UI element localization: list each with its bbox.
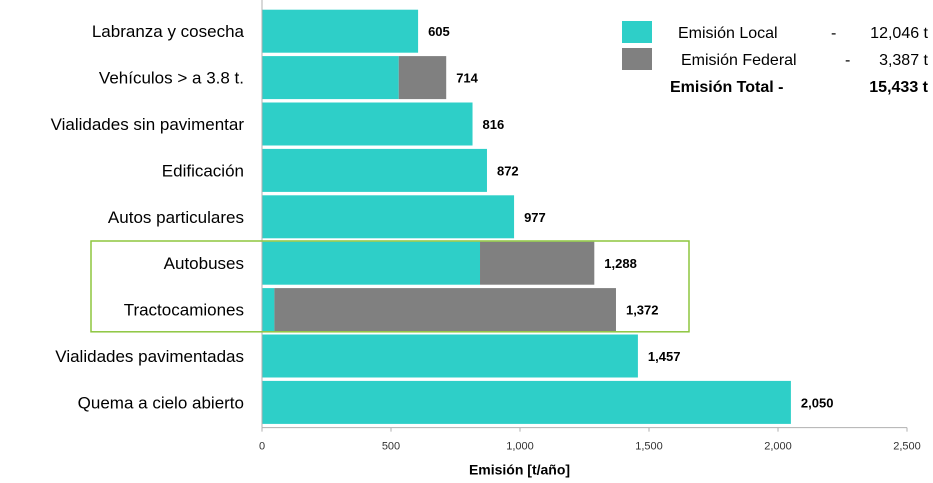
x-tick-label-3: 1,500 <box>635 441 663 453</box>
x-axis: 0 500 1,000 1,500 2,000 2,500 <box>259 0 921 453</box>
x-tick-label-1: 500 <box>382 441 400 453</box>
total-label-0: 605 <box>428 24 450 39</box>
legend-swatch-0 <box>622 21 652 43</box>
legend-sep-1: - <box>845 52 850 69</box>
legend-total-value: 15,433 t <box>869 79 928 96</box>
x-axis-label: Emisión [t/año] <box>469 462 570 478</box>
legend-swatch-1 <box>622 48 652 70</box>
category-label-7: Vialidades pavimentadas <box>55 347 244 366</box>
total-label-2: 816 <box>483 117 505 132</box>
x-tick-label-5: 2,500 <box>893 441 921 453</box>
bar-federal-6 <box>274 288 616 332</box>
legend-total-label: Emisión Total - <box>670 79 783 96</box>
legend-label-0: Emisión Local <box>678 25 778 42</box>
legend-label-1: Emisión Federal <box>681 52 797 69</box>
category-label-3: Edificación <box>162 161 244 180</box>
bar-local-6 <box>262 288 275 332</box>
highlight-box <box>90 240 690 333</box>
x-tick-label-4: 2,000 <box>764 441 792 453</box>
bar-local-0 <box>262 9 419 53</box>
category-label-2: Vialidades sin pavimentar <box>51 115 245 134</box>
legend: Emisión Local - 12,046 t Emisión Federal - 3,… <box>622 21 929 96</box>
category-label-0: Labranza y cosecha <box>92 22 245 41</box>
bar-local-7 <box>262 334 638 378</box>
category-label-5: Autobuses <box>164 254 244 273</box>
bar-local-1 <box>262 56 399 100</box>
total-labels: 605 714 816 872 977 1,288 1,372 1,457 2,050 <box>428 24 833 410</box>
bar-federal-1 <box>398 56 447 100</box>
total-label-6: 1,372 <box>626 303 659 318</box>
category-label-6: Tractocamiones <box>124 301 244 320</box>
x-tick-label-0: 0 <box>259 441 265 453</box>
bar-local-3 <box>262 148 487 192</box>
total-label-5: 1,288 <box>604 256 637 271</box>
bar-local-8 <box>262 380 791 424</box>
category-label-4: Autos particulares <box>108 208 244 227</box>
total-label-1: 714 <box>456 71 478 86</box>
total-label-8: 2,050 <box>801 395 834 410</box>
legend-value-1: 3,387 t <box>879 52 928 69</box>
bars-layer <box>262 9 791 424</box>
legend-sep-0: - <box>831 25 836 42</box>
bar-local-4 <box>262 195 515 239</box>
x-tick-label-2: 1,000 <box>506 441 534 453</box>
category-labels: Labranza y cosecha Vehículos > a 3.8 t. Vi… <box>51 22 245 412</box>
bar-local-5 <box>262 241 481 285</box>
total-label-4: 977 <box>524 210 546 225</box>
bar-local-2 <box>262 102 473 146</box>
legend-value-0: 12,046 t <box>870 25 928 42</box>
category-label-1: Vehículos > a 3.8 t. <box>99 69 244 88</box>
category-label-8: Quema a cielo abierto <box>78 393 244 412</box>
highlight-rect <box>90 240 690 333</box>
total-label-7: 1,457 <box>648 349 681 364</box>
total-label-3: 872 <box>497 163 519 178</box>
bar-federal-5 <box>480 241 595 285</box>
